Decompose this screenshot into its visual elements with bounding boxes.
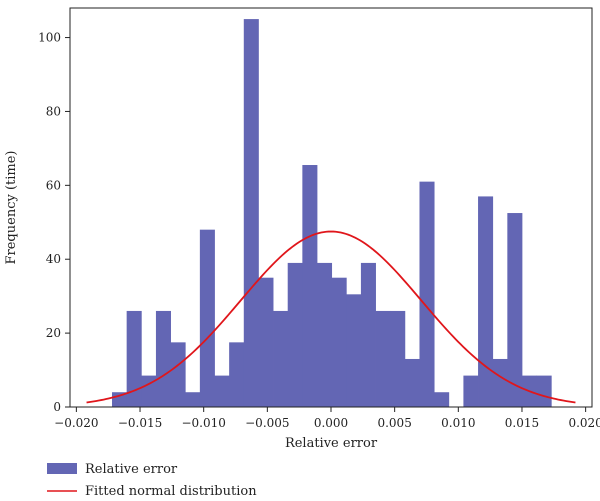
y-tick-label: 0 [53, 400, 61, 414]
histogram-bar-5 [185, 392, 201, 407]
normal-curve-line [86, 230, 576, 404]
histogram-bar-4 [170, 342, 186, 407]
histogram-bar-2 [141, 375, 157, 407]
histogram-bars [112, 19, 552, 407]
histogram-bar-20 [404, 358, 420, 407]
histogram-bar-3 [155, 310, 171, 407]
x-tick-label: −0.015 [118, 416, 162, 430]
histogram-bar-19 [390, 310, 406, 407]
y-tick-label: 20 [46, 326, 61, 340]
x-axis: −0.020 −0.015 −0.010 −0.005 0.000 0.005 0.010 0… [54, 407, 600, 430]
histogram-bar-24 [463, 375, 479, 407]
histogram-bar-27 [507, 213, 523, 407]
y-tick-label: 60 [46, 178, 61, 192]
x-tick-label: 0.000 [314, 416, 348, 430]
histogram-bar-21 [419, 181, 435, 407]
histogram-bar-7 [214, 375, 230, 407]
histogram-bar-13 [302, 165, 318, 407]
legend-label-fitted-normal: Fitted normal distribution [85, 484, 257, 499]
histogram-bar-16 [346, 294, 362, 407]
histogram-bar-8 [229, 342, 245, 407]
histogram-bar-15 [331, 277, 347, 407]
y-axis: 0 20 40 60 80 100 [38, 31, 70, 414]
histogram-bar-9 [243, 19, 259, 407]
histogram-bar-1 [126, 310, 142, 407]
y-tick-label: 100 [38, 31, 61, 45]
legend-label-relative-error: Relative error [85, 462, 178, 477]
legend-swatch-relative-error [47, 463, 77, 474]
legend: Relative error Fitted normal distributio… [47, 462, 257, 499]
y-tick-label: 40 [46, 252, 61, 266]
x-tick-label: −0.020 [54, 416, 98, 430]
x-tick-label: 0.020 [568, 416, 600, 430]
histogram-bar-26 [492, 358, 508, 407]
histogram-bar-17 [360, 262, 376, 407]
histogram-bar-6 [199, 229, 215, 407]
histogram-bar-14 [316, 262, 333, 407]
histogram-bar-11 [273, 310, 289, 407]
histogram-bar-22 [434, 392, 450, 407]
y-axis-label: Frequency (time) [4, 151, 19, 265]
x-tick-label: −0.010 [181, 416, 225, 430]
histogram-bar-18 [375, 310, 391, 407]
x-tick-label: −0.005 [245, 416, 289, 430]
y-tick-label: 80 [46, 104, 61, 118]
histogram-bar-10 [258, 277, 274, 407]
x-axis-label: Relative error [285, 436, 378, 451]
x-tick-label: 0.005 [377, 416, 411, 430]
histogram-bar-12 [287, 262, 303, 407]
x-tick-label: 0.015 [505, 416, 539, 430]
histogram-bar-25 [478, 196, 494, 407]
histogram-bar-29 [536, 375, 552, 407]
x-tick-label: 0.010 [441, 416, 475, 430]
